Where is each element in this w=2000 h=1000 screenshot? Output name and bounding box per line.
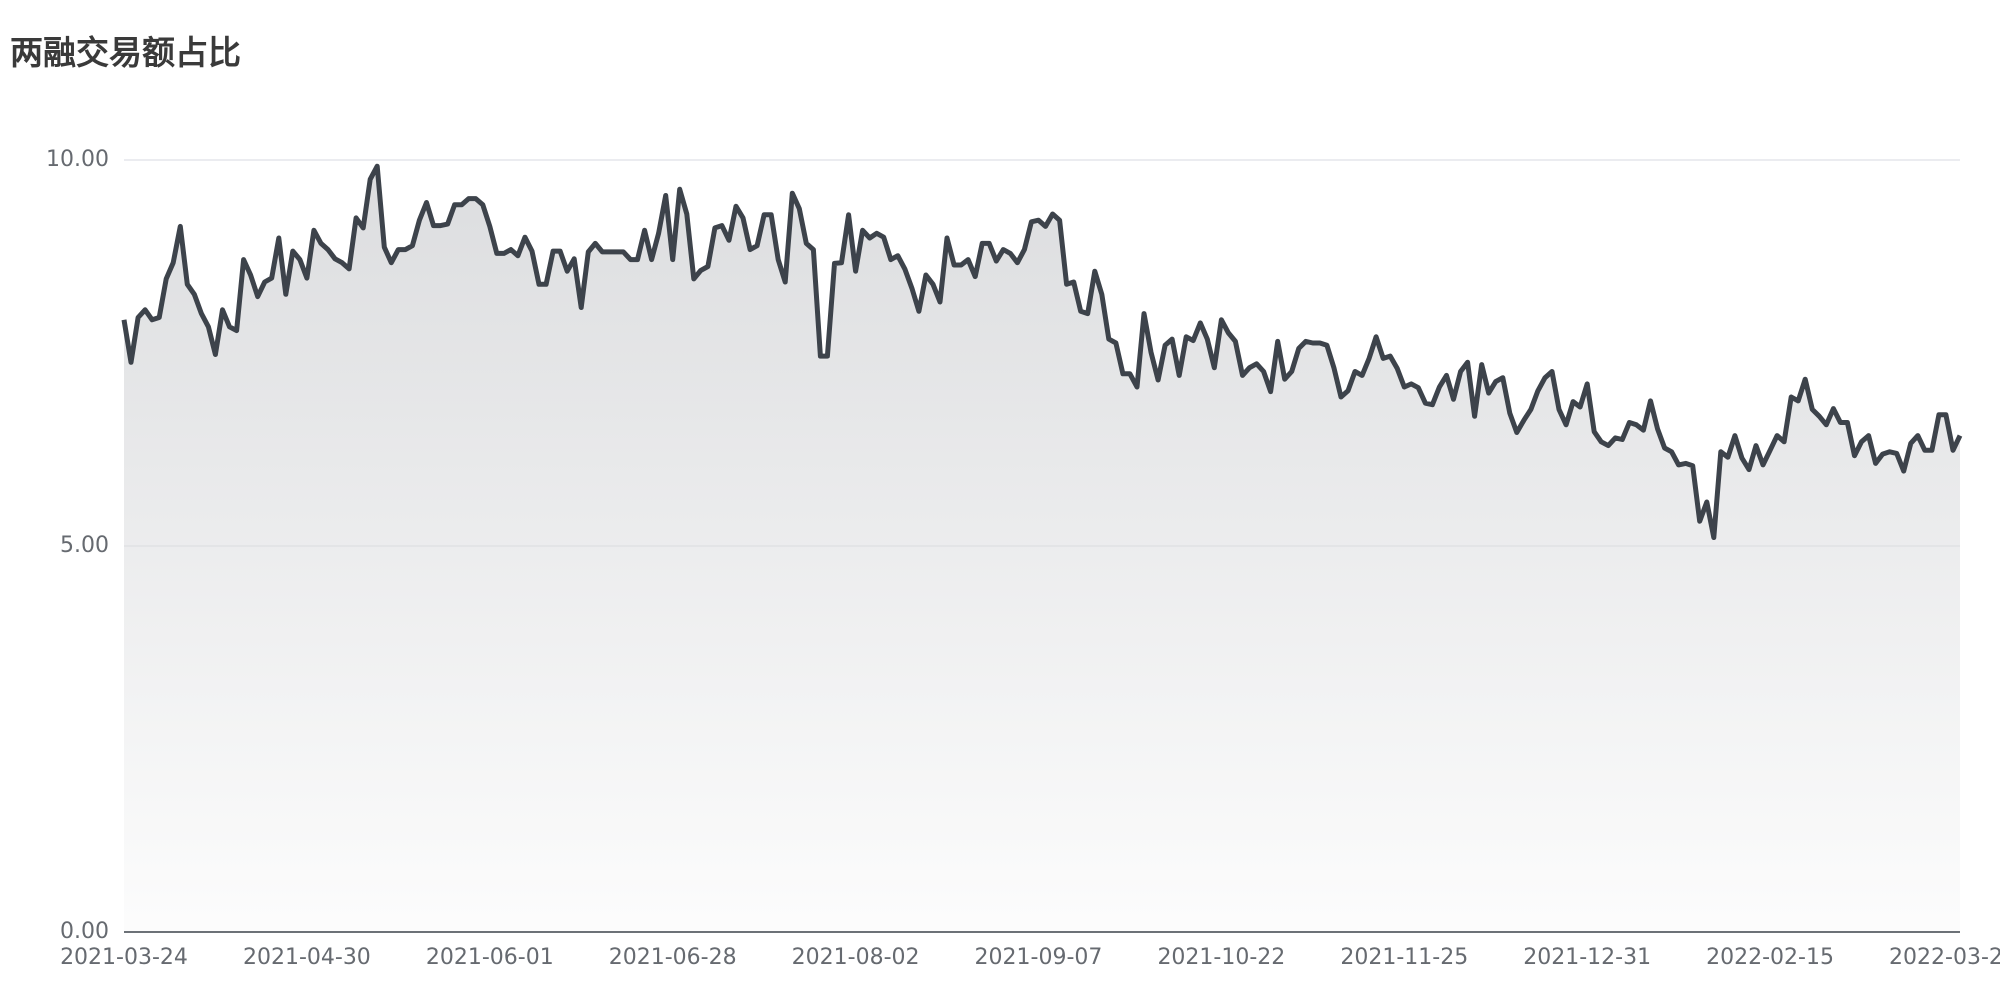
x-tick-label: 2021-06-01 (426, 945, 554, 970)
x-tick-label: 2021-08-02 (792, 945, 920, 970)
y-tick-label: 10.00 (46, 147, 109, 172)
x-tick-label: 2021-06-28 (609, 945, 737, 970)
line (121, 163, 1963, 540)
y-tick-label: 5.00 (60, 533, 109, 558)
y-tick-label: 0.00 (60, 919, 109, 944)
chart-title: 两融交易额占比 (10, 33, 241, 72)
x-tick-label: 2022-02-15 (1706, 945, 1834, 970)
x-tick-label: 2021-10-22 (1157, 945, 1285, 970)
x-tick-label: 2021-04-30 (243, 945, 371, 970)
area-fill (124, 166, 1960, 932)
x-tick-label: 2022-03-24 (1889, 945, 2000, 970)
x-tick-label: 2021-12-31 (1523, 945, 1651, 970)
x-tick-label: 2021-11-25 (1340, 945, 1468, 970)
x-tick-label: 2021-09-07 (975, 945, 1103, 970)
x-tick-label: 2021-03-24 (60, 945, 188, 970)
